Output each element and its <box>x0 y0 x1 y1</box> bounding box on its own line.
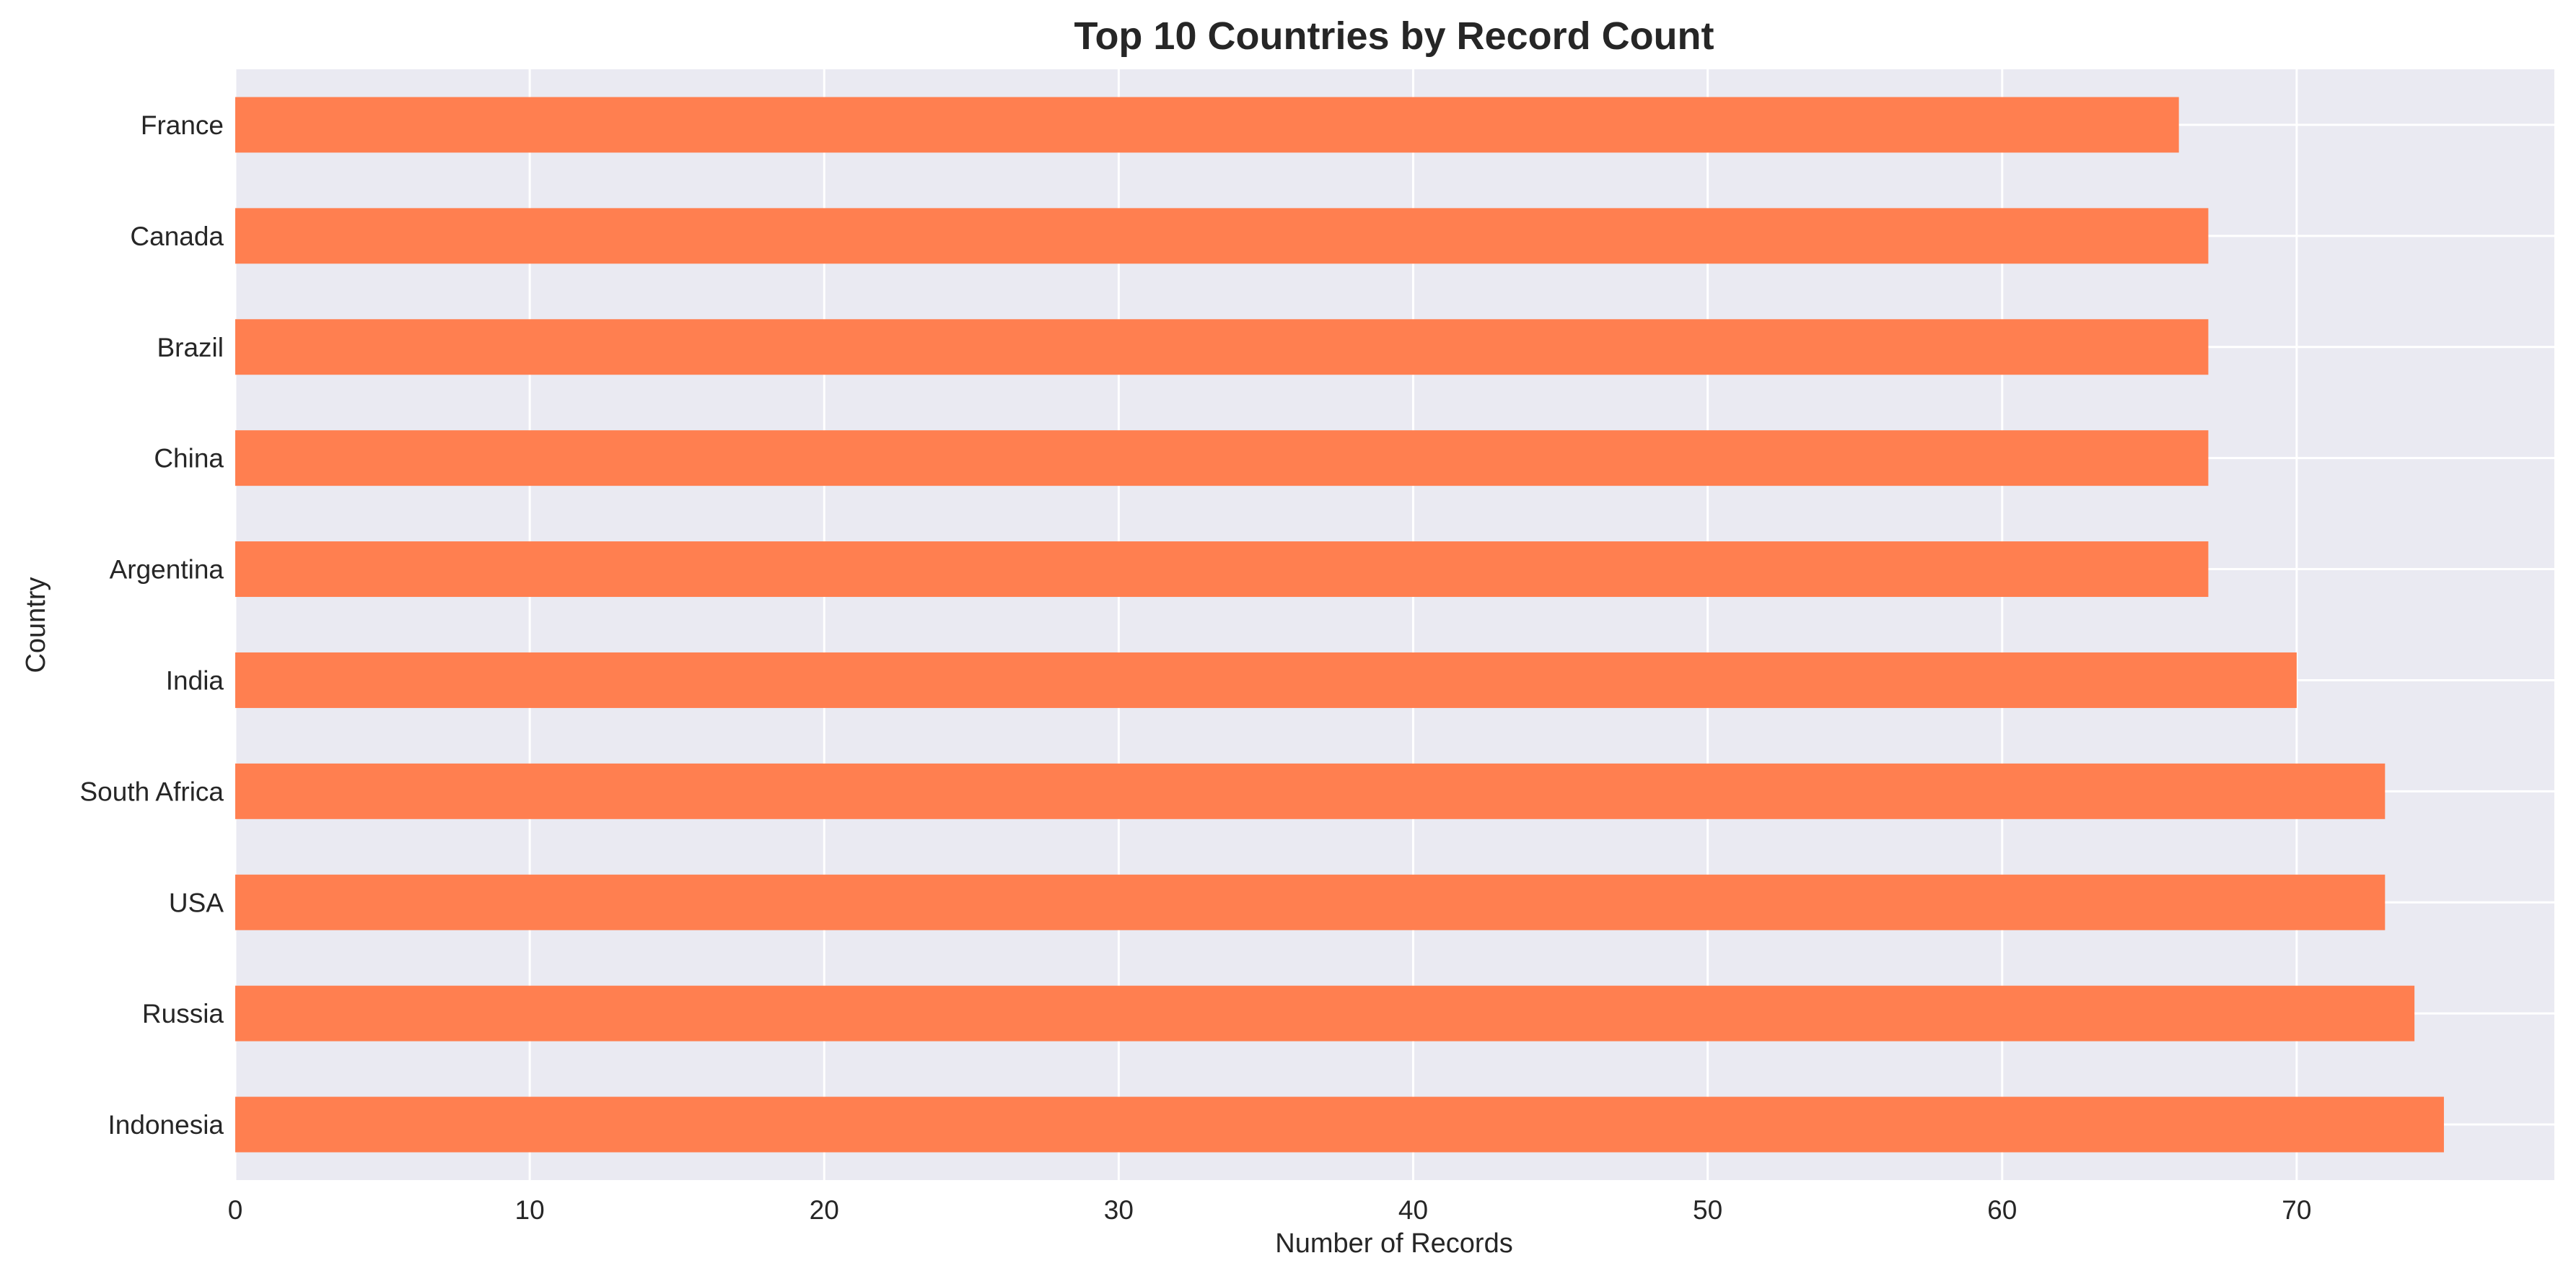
y-tick-label: China <box>154 444 224 473</box>
y-tick-label: USA <box>169 888 224 917</box>
y-axis-ticks: France Canada Brazil China Argentina India Sou… <box>79 110 224 1140</box>
y-tick-label: Indonesia <box>108 1110 224 1140</box>
y-tick-label: Brazil <box>157 333 224 362</box>
x-tick-label: 0 <box>228 1195 243 1225</box>
bar <box>235 541 2209 598</box>
x-tick-label: 20 <box>810 1195 839 1225</box>
y-axis-label: Country <box>21 577 51 673</box>
x-tick-label: 70 <box>2282 1195 2311 1225</box>
y-tick-label: India <box>166 665 224 695</box>
bar <box>235 763 2386 819</box>
x-tick-label: 40 <box>1398 1195 1428 1225</box>
chart-title: Top 10 Countries by Record Count <box>1074 14 1714 58</box>
x-tick-label: 50 <box>1693 1195 1722 1225</box>
bar <box>235 874 2386 930</box>
x-tick-label: 10 <box>515 1195 545 1225</box>
bar <box>235 1096 2444 1153</box>
bar <box>235 985 2415 1041</box>
x-tick-label: 60 <box>1987 1195 2017 1225</box>
y-tick-label: Canada <box>130 222 224 251</box>
bar <box>235 97 2179 153</box>
bar <box>235 208 2209 264</box>
bar <box>235 319 2209 375</box>
x-tick-label: 30 <box>1104 1195 1134 1225</box>
y-tick-label: South Africa <box>79 777 224 806</box>
y-tick-label: Russia <box>142 999 224 1028</box>
y-tick-label: Argentina <box>110 555 224 585</box>
bar <box>235 652 2297 708</box>
y-tick-label: France <box>141 110 224 140</box>
bars <box>235 97 2444 1153</box>
x-axis-label: Number of Records <box>1275 1228 1512 1259</box>
x-axis-ticks: 0 10 20 30 40 50 60 70 <box>228 1195 2312 1225</box>
bar <box>235 430 2209 486</box>
